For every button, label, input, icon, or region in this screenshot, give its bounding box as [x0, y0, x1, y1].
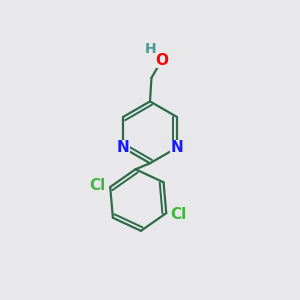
Text: O: O [155, 53, 168, 68]
Text: N: N [170, 140, 183, 155]
Text: N: N [117, 140, 130, 155]
Text: Cl: Cl [90, 178, 106, 193]
Text: Cl: Cl [170, 207, 187, 222]
Text: H: H [145, 42, 156, 56]
